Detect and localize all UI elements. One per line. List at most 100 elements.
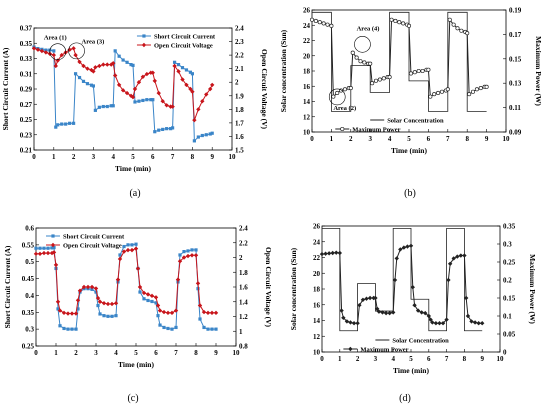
data-point — [406, 23, 412, 28]
data-point — [467, 92, 472, 97]
y2-tick-label: 0.1 — [503, 313, 512, 321]
y2-tick-label: 1.8 — [235, 106, 244, 114]
data-point — [85, 82, 90, 86]
data-point — [135, 266, 141, 271]
y-tick-label: 0.27 — [20, 101, 33, 109]
y2-axis-label: Open Circuit Voltage (V) — [260, 49, 269, 130]
data-point — [145, 292, 151, 297]
y2-tick-label: 2.4 — [239, 225, 248, 233]
data-point — [200, 99, 205, 104]
annotation-circle — [49, 43, 67, 60]
data-point — [51, 52, 56, 58]
data-point — [206, 327, 210, 331]
y2-tick-label: 2.4 — [235, 25, 244, 33]
y-tick-label: 0.33 — [20, 55, 33, 63]
annotation-circle — [68, 42, 85, 60]
data-point — [341, 315, 346, 320]
data-point — [370, 81, 375, 86]
data-point — [309, 17, 315, 22]
x-tick-label: 1 — [52, 153, 56, 161]
data-point — [360, 297, 366, 302]
y2-tick-label: 0.19 — [509, 7, 522, 15]
y2-tick-label: 2.1 — [235, 65, 244, 73]
y2-axis-label: Open Circuit Voltage (V) — [264, 247, 273, 328]
data-point — [54, 125, 58, 129]
data-point — [114, 314, 118, 318]
data-point — [101, 104, 105, 109]
data-point — [93, 286, 99, 291]
data-point — [161, 309, 167, 315]
data-point — [351, 321, 357, 326]
series-open-circuit-voltage — [33, 246, 219, 316]
data-point — [169, 127, 173, 131]
data-point — [97, 105, 101, 109]
x-tick-label: 8 — [194, 349, 198, 357]
data-point — [190, 72, 194, 76]
data-point — [31, 46, 37, 51]
data-point — [331, 94, 336, 99]
data-point — [153, 295, 159, 300]
data-point — [41, 250, 47, 256]
data-point — [98, 312, 102, 316]
data-point — [171, 126, 175, 130]
x-tick-label: 8 — [463, 355, 467, 363]
y2-tick-label: 1.4 — [239, 298, 248, 306]
data-point — [161, 127, 165, 132]
data-point — [180, 66, 185, 70]
legend-label: Maximum Power — [360, 346, 408, 353]
data-point — [118, 253, 122, 257]
data-point — [58, 324, 62, 328]
data-point — [204, 92, 209, 97]
data-point — [358, 59, 363, 64]
data-point — [337, 250, 342, 256]
data-point — [117, 256, 123, 262]
data-point — [64, 122, 68, 126]
data-point — [210, 131, 214, 135]
data-point — [43, 50, 49, 55]
y-tick-label: 0.37 — [20, 25, 33, 33]
x-tick-label: 2 — [72, 153, 76, 161]
data-point — [152, 78, 157, 84]
data-point — [97, 63, 102, 69]
y-tick-label: 0.35 — [22, 309, 35, 317]
data-point — [157, 128, 161, 132]
y2-tick-label: 0.05 — [503, 331, 516, 339]
data-point — [115, 277, 121, 282]
y-tick-label: 10 — [313, 349, 321, 357]
data-point — [373, 295, 378, 301]
y-tick-label: 0.25 — [22, 343, 35, 351]
data-point — [160, 99, 165, 104]
x-tick-label: 5 — [131, 153, 135, 161]
data-point — [56, 307, 60, 311]
x-tick-label: 3 — [94, 349, 98, 357]
data-point — [186, 249, 190, 253]
data-point — [169, 310, 175, 316]
data-point — [210, 327, 214, 331]
data-point — [355, 321, 360, 326]
y-tick-label: 24 — [313, 238, 321, 246]
data-point — [469, 319, 474, 324]
data-point — [105, 62, 110, 67]
data-point — [196, 107, 201, 112]
data-point — [137, 284, 143, 290]
data-point — [387, 310, 392, 316]
data-point — [436, 90, 441, 96]
data-point — [44, 48, 48, 52]
data-point — [132, 86, 138, 92]
x-axis-label: Time (min) — [393, 366, 429, 375]
data-point — [317, 20, 322, 25]
data-point — [145, 98, 149, 102]
y2-tick-label: 1.2 — [239, 313, 248, 321]
data-point — [52, 245, 56, 250]
data-point — [60, 122, 64, 126]
x-tick-label: 8 — [191, 153, 195, 161]
x-tick-label: 0 — [320, 355, 324, 363]
data-point — [208, 132, 212, 136]
y-tick-label: 18 — [303, 68, 311, 76]
data-point — [474, 87, 479, 92]
data-point — [136, 80, 142, 85]
data-point — [89, 83, 94, 87]
x-tick-label: 3 — [374, 355, 378, 363]
x-tick-label: 9 — [214, 349, 218, 357]
